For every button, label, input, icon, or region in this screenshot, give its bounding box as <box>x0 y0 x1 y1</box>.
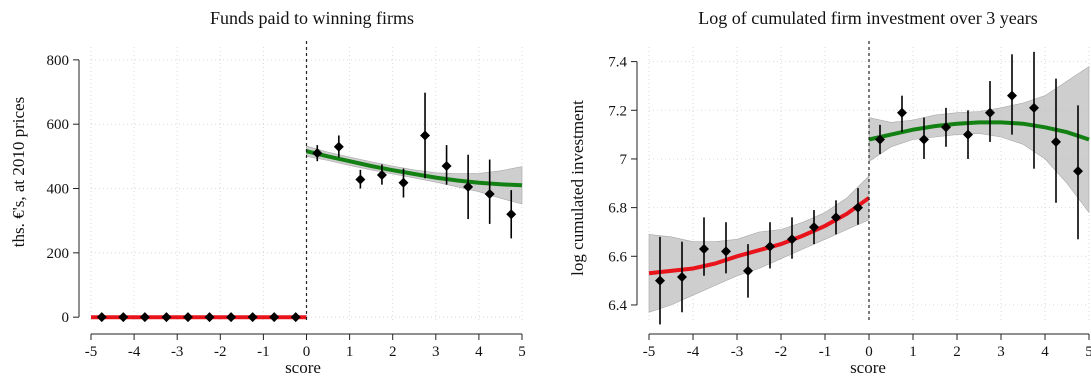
x-tick-label: 1 <box>346 344 354 360</box>
data-point <box>721 246 731 257</box>
y-tick-label: 800 <box>47 53 70 69</box>
data-point <box>677 271 687 282</box>
data-point <box>333 141 344 152</box>
y-tick-label: 200 <box>47 246 70 262</box>
x-tick-label: 1 <box>909 344 917 360</box>
ci-band-left <box>648 175 870 313</box>
data-point <box>831 212 841 223</box>
data-point <box>139 312 150 323</box>
y-tick-label: 7.2 <box>608 103 627 119</box>
x-tick-label: 3 <box>432 344 440 360</box>
data-point <box>699 243 709 254</box>
x-tick-label: 3 <box>997 344 1005 360</box>
x-tick-label: 5 <box>1085 344 1091 360</box>
fit-line-right <box>868 120 1090 142</box>
x-tick-label: -3 <box>731 344 744 360</box>
fit-line-right <box>306 149 523 188</box>
data-point <box>506 209 517 220</box>
data-point <box>787 234 797 245</box>
points-layer <box>655 51 1083 325</box>
data-point <box>897 107 907 118</box>
data-point <box>463 181 474 192</box>
data-point <box>985 107 995 118</box>
data-point <box>1073 166 1083 177</box>
data-point <box>484 188 495 199</box>
data-point <box>247 312 258 323</box>
data-point <box>655 275 665 286</box>
y-tick-label: 7.4 <box>608 55 627 71</box>
data-point <box>118 312 129 323</box>
data-point <box>269 312 280 323</box>
x-tick-label: -4 <box>687 344 700 360</box>
x-tick-label: 0 <box>303 344 311 360</box>
data-point <box>941 122 951 133</box>
chart-funds-paid: Funds paid to winning firms score ths. €… <box>9 8 526 377</box>
x-tick-label: -2 <box>214 344 227 360</box>
y-tick-label: 6.6 <box>608 249 627 265</box>
data-point <box>441 161 452 172</box>
x-tick-label: 2 <box>389 344 397 360</box>
points-layer <box>96 92 517 323</box>
data-point <box>290 312 301 323</box>
data-point <box>226 312 237 323</box>
y-tick-label: 0 <box>62 310 70 326</box>
y-axis-label: log cumulated investment <box>568 100 587 276</box>
data-point <box>919 134 929 145</box>
x-axis-label: score <box>285 358 321 377</box>
x-tick-label: -1 <box>819 344 832 360</box>
y-tick-label: 7 <box>620 152 628 168</box>
x-tick-label: 5 <box>518 344 526 360</box>
data-point <box>963 129 973 140</box>
y-tick-label: 6.4 <box>608 298 627 314</box>
data-point <box>420 130 431 141</box>
x-axis-label: score <box>850 358 886 377</box>
chart-log-investment: Log of cumulated firm investment over 3 … <box>568 8 1091 377</box>
x-tick-label: 2 <box>953 344 961 360</box>
y-axis-label: ths. €'s, at 2010 prices <box>9 97 28 247</box>
x-tick-label: -2 <box>775 344 788 360</box>
data-point <box>355 174 366 185</box>
data-point <box>743 265 753 276</box>
data-point <box>96 312 107 323</box>
x-tick-label: -5 <box>85 344 98 360</box>
data-point <box>853 202 863 213</box>
y-tick-label: 600 <box>47 117 70 133</box>
x-tick-label: -4 <box>128 344 141 360</box>
data-point <box>182 312 193 323</box>
y-tick-label: 400 <box>47 182 70 198</box>
data-point <box>1029 102 1039 113</box>
y-tick-label: 6.8 <box>608 201 627 217</box>
x-tick-label: -5 <box>643 344 656 360</box>
x-tick-label: -1 <box>257 344 270 360</box>
x-tick-label: 0 <box>865 344 873 360</box>
x-tick-label: 4 <box>1041 344 1049 360</box>
data-point <box>1007 90 1017 101</box>
x-tick-label: -3 <box>171 344 184 360</box>
axes-layer: -5 -4 -3 -2 -1 0 1 2 3 4 5 0 200 400 600 800 <box>47 53 526 360</box>
data-point <box>161 312 172 323</box>
x-tick-label: 4 <box>475 344 483 360</box>
fit-line-left <box>648 196 871 276</box>
chart-title: Log of cumulated firm investment over 3 … <box>698 8 1037 28</box>
axes-layer: -5 -4 -3 -2 -1 0 1 2 3 4 5 6.4 6.6 6.8 7 7.2 7.4 <box>608 55 1091 360</box>
data-point <box>1051 136 1061 147</box>
data-point <box>398 177 409 188</box>
data-point <box>875 134 885 145</box>
data-point <box>765 241 775 252</box>
fit-layer <box>648 41 1090 322</box>
data-point <box>376 170 387 181</box>
data-point <box>204 312 215 323</box>
data-point <box>312 148 323 159</box>
data-point <box>809 222 819 233</box>
chart-title: Funds paid to winning firms <box>210 8 414 28</box>
